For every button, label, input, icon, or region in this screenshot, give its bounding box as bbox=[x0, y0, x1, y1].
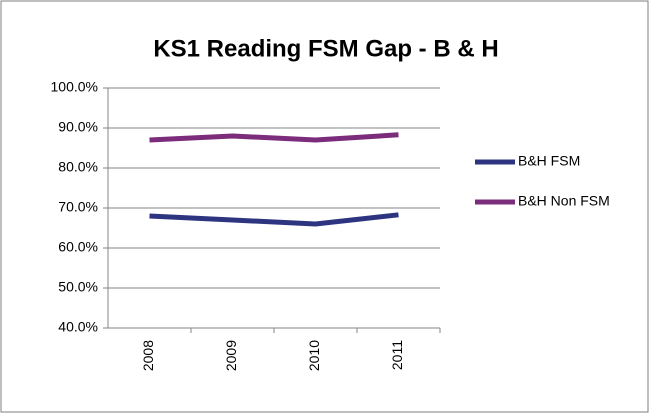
y-tick-label: 90.0% bbox=[58, 119, 98, 135]
x-tick-label: 2010 bbox=[306, 340, 322, 371]
y-tick-label: 80.0% bbox=[58, 159, 98, 175]
x-tick-label: 2011 bbox=[389, 340, 405, 370]
series-line bbox=[149, 212, 399, 227]
legend-label: B&H Non FSM bbox=[518, 193, 610, 209]
y-tick-label: 40.0% bbox=[58, 319, 98, 335]
x-tick-label: 2008 bbox=[140, 340, 156, 371]
y-tick-label: 50.0% bbox=[58, 279, 98, 295]
legend-label: B&H FSM bbox=[518, 153, 580, 169]
series-line bbox=[149, 132, 399, 143]
y-tick-label: 70.0% bbox=[58, 199, 98, 215]
x-tick-label: 2009 bbox=[223, 340, 239, 371]
y-tick-label: 100.0% bbox=[51, 79, 98, 95]
chart-title: KS1 Reading FSM Gap - B & H bbox=[153, 35, 498, 62]
y-tick-label: 60.0% bbox=[58, 239, 98, 255]
